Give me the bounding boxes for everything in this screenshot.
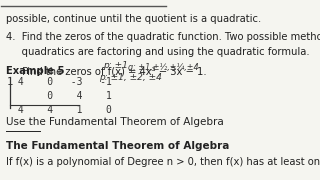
- Text: Find the zeros of f(x) = 4x³ − 3x − 1.: Find the zeros of f(x) = 4x³ − 3x − 1.: [19, 66, 206, 76]
- Text: p: ±1: p: ±1: [103, 61, 128, 70]
- Text: possible, continue until the quotient is a quadratic.: possible, continue until the quotient is…: [6, 14, 261, 24]
- Text: Example 5: Example 5: [6, 66, 65, 76]
- Text: quadratics are factoring and using the quadratic formula.: quadratics are factoring and using the q…: [6, 47, 310, 57]
- Text: p: ±1, ±2, ±4: p: ±1, ±2, ±4: [100, 73, 162, 82]
- Text: 4    0   -3   -1: 4 0 -3 -1: [12, 77, 112, 87]
- Text: q: ±1,±½,±¼,±4: q: ±1,±½,±¼,±4: [128, 63, 198, 72]
- Text: Use the Fundamental Theorem of Algebra: Use the Fundamental Theorem of Algebra: [6, 118, 224, 127]
- Text: 4    4    1    0: 4 4 1 0: [12, 105, 112, 115]
- Text: 4.  Find the zeros of the quadratic function. Two possible methods for solving: 4. Find the zeros of the quadratic funct…: [6, 31, 320, 42]
- Text: If f(x) is a polynomial of Degree n > 0, then f(x) has at least one complex zero: If f(x) is a polynomial of Degree n > 0,…: [6, 157, 320, 167]
- Text: 1: 1: [6, 77, 12, 87]
- Text: The Fundamental Theorem of Algebra: The Fundamental Theorem of Algebra: [6, 141, 230, 151]
- Text: 0    4    1: 0 4 1: [12, 91, 112, 101]
